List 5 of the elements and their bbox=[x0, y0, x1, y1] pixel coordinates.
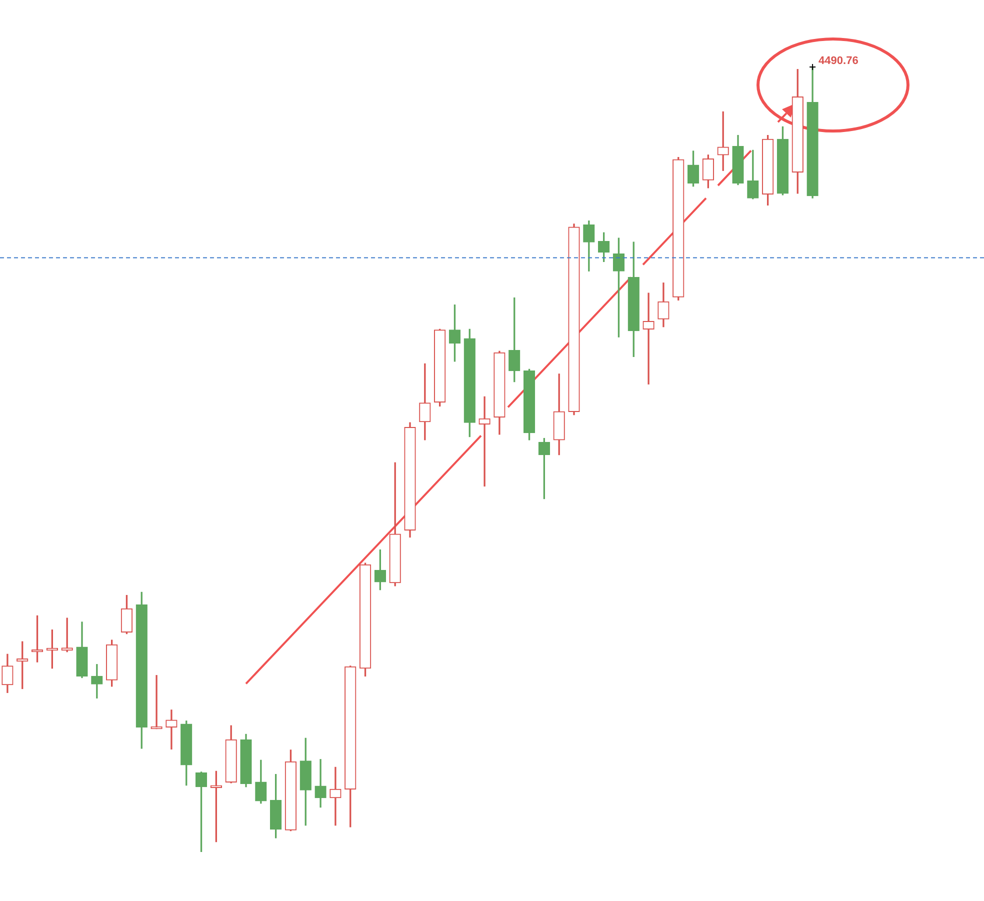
candlestick bbox=[642, 292, 654, 384]
annotation: 4490.76 bbox=[818, 55, 858, 67]
candlestick bbox=[478, 396, 490, 487]
candlestick bbox=[330, 766, 342, 826]
candlestick bbox=[166, 710, 178, 750]
